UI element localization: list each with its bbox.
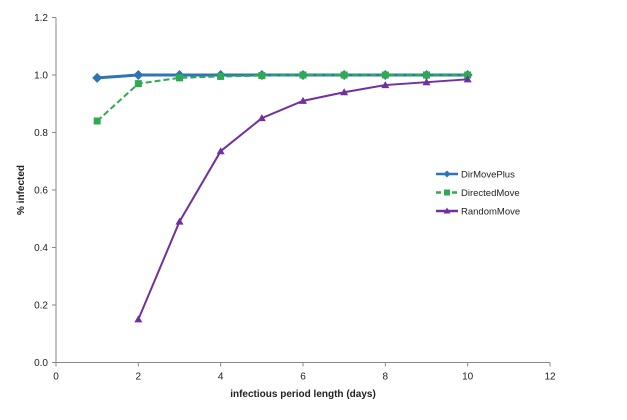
x-tick-label: 6 [300,372,306,383]
x-tick-label: 4 [218,372,224,383]
triangle-marker [381,81,390,89]
x-tick-label: 10 [462,372,474,383]
y-tick-label: 0.2 [34,301,48,312]
square-marker [423,71,430,79]
x-tick-label: 0 [53,372,59,383]
axes: 0 2 4 6 8 10 12 0.0 0.2 0.4 0.6 0.8 1.0 1.2 [34,13,556,383]
triangle-marker [340,88,349,96]
x-tick-label: 2 [136,372,142,383]
square-marker [340,71,348,79]
legend-label: DirMovePlus [461,170,515,181]
y-tick-label: 1.2 [34,13,48,24]
triangle-marker [299,96,307,104]
y-tick-label: 0.0 [34,358,48,369]
diamond-marker [443,170,451,178]
diamond-marker [92,72,103,83]
legend-item: DirMovePlus [436,170,515,181]
square-marker [134,80,142,88]
diamond-marker [133,70,144,80]
triangle-marker [422,78,431,86]
legend-label: DirectedMove [461,188,520,199]
square-marker [299,71,307,79]
x-tick-label: 8 [383,372,389,383]
legend: DirMovePlus DirectedMove RandomMove [436,170,520,218]
triangle-marker [257,114,266,122]
x-axis-label: infectious period length (days) [230,389,376,400]
triangle-marker [216,147,225,155]
y-tick-label: 0.6 [34,186,48,197]
series-line [96,74,468,122]
series-directedmove [93,71,472,125]
series-randommove [134,75,472,323]
triangle-marker [175,217,184,225]
legend-label: RandomMove [461,207,520,218]
x-tick-label: 12 [544,372,556,383]
y-tick-label: 0.8 [34,128,48,139]
square-marker [176,74,183,82]
legend-item: DirectedMove [436,188,520,199]
square-marker [217,72,225,80]
triangle-marker [134,315,143,323]
square-marker [464,71,472,79]
y-axis-label: % infected [16,165,27,215]
series-dirmoveplus [92,70,473,83]
series-layer [92,70,473,323]
series-line [137,78,468,320]
square-marker [93,117,101,125]
square-marker [258,72,266,80]
y-tick-label: 0.4 [34,243,48,254]
y-tick-label: 1.0 [34,71,48,82]
square-marker [444,189,450,196]
triangle-marker [443,207,451,214]
legend-item: RandomMove [436,207,520,218]
square-marker [381,71,389,79]
triangle-marker [463,75,472,83]
